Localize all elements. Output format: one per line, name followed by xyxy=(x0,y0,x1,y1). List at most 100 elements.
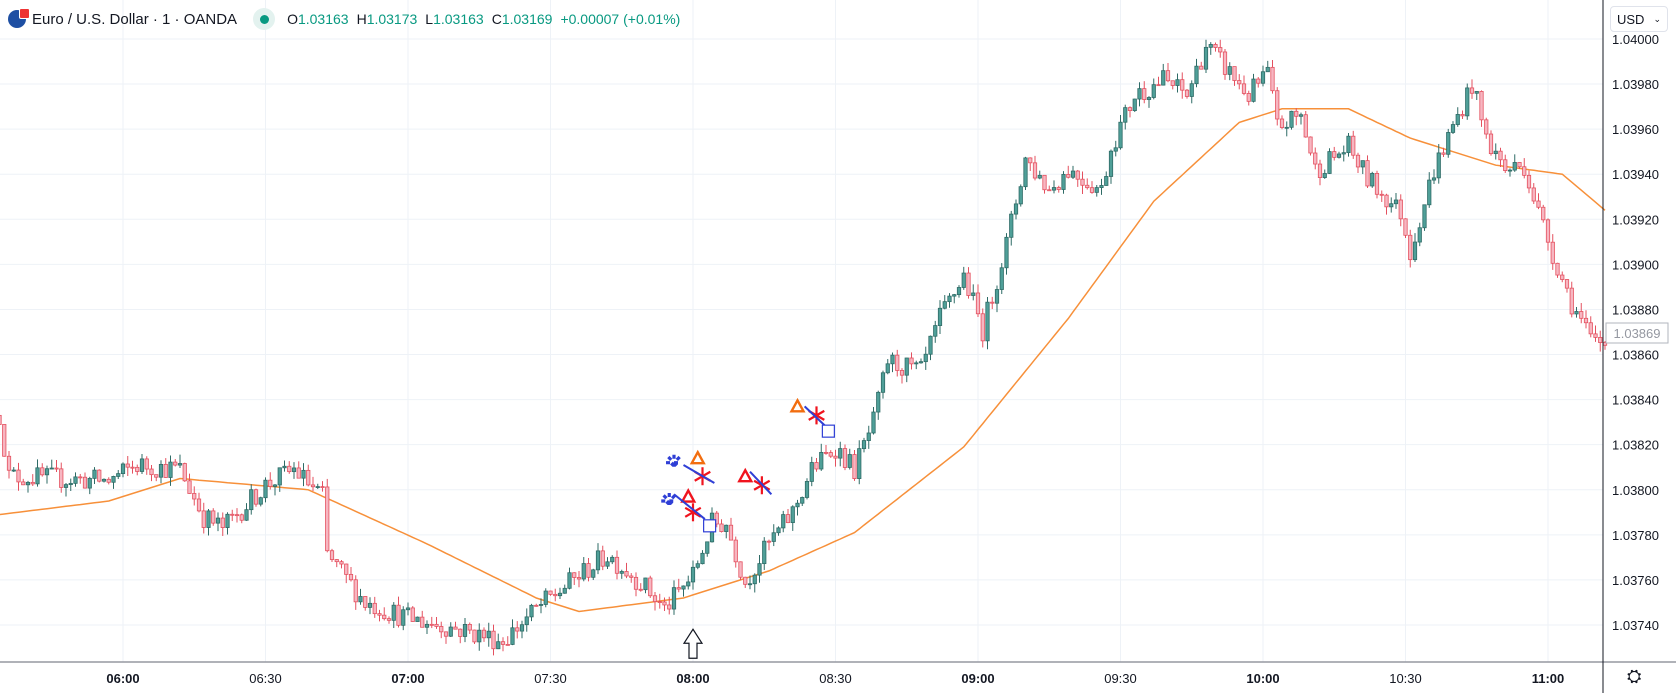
candle-body xyxy=(1417,227,1422,243)
candle-body xyxy=(1270,66,1275,92)
blue-signal-line xyxy=(682,464,715,484)
candle-body xyxy=(695,563,700,568)
candle-body xyxy=(804,481,810,498)
candle-body xyxy=(1531,187,1536,202)
candle xyxy=(614,550,620,580)
currency-select[interactable]: USD ⌄ xyxy=(1610,6,1668,32)
candle-body xyxy=(505,644,510,646)
moving-average-line xyxy=(0,108,1606,613)
candle xyxy=(1332,146,1337,161)
candle-body xyxy=(629,575,634,578)
candle-body xyxy=(553,593,558,597)
candle xyxy=(1522,158,1527,179)
candle xyxy=(876,390,881,420)
candle-body xyxy=(1146,97,1152,100)
candle-body xyxy=(1175,79,1180,86)
candle-body xyxy=(904,357,909,376)
symbol-title[interactable]: Euro / U.S. Dollar · 1 · OANDA xyxy=(32,10,238,28)
candle xyxy=(1465,83,1470,120)
candle-body xyxy=(1199,65,1204,70)
candle-body xyxy=(1308,136,1313,154)
candle xyxy=(738,561,743,581)
candle xyxy=(847,448,852,470)
chart-settings-icon[interactable]: ⛭ xyxy=(1627,666,1642,686)
candle-body xyxy=(1370,172,1375,187)
candle-body xyxy=(491,630,496,650)
price-tick-label: 1.03760 xyxy=(1612,573,1659,588)
candle xyxy=(1479,90,1484,127)
candle xyxy=(600,545,605,571)
candle xyxy=(985,296,990,350)
candle xyxy=(496,633,501,650)
candle xyxy=(363,596,368,611)
candle-body xyxy=(776,527,781,534)
candle-body xyxy=(272,484,278,487)
candle-body xyxy=(1180,79,1185,91)
candle xyxy=(135,464,140,476)
candle xyxy=(838,441,843,467)
moving-average xyxy=(0,108,1606,613)
candle-body xyxy=(434,623,439,627)
candle xyxy=(173,459,178,467)
candle xyxy=(994,285,1000,313)
candle-body xyxy=(111,476,116,483)
candle xyxy=(1365,155,1370,188)
candle-body xyxy=(534,604,539,607)
price-axis: 1.04000 1.03980 1.03960 1.03940 1.03920 1.039… xyxy=(1612,32,1659,633)
candle xyxy=(82,472,88,489)
candle-body xyxy=(1294,110,1299,117)
candle xyxy=(676,578,681,593)
candle-body xyxy=(1170,80,1175,86)
candle-body xyxy=(92,469,97,479)
candle-body xyxy=(348,573,354,581)
candle-body xyxy=(538,604,544,606)
candle-body xyxy=(980,313,985,342)
candle xyxy=(762,537,767,570)
candle xyxy=(163,458,168,478)
candle-body xyxy=(1132,98,1137,111)
candle-body xyxy=(790,506,795,524)
candle xyxy=(40,463,45,477)
candle-body xyxy=(1075,170,1080,180)
candle-body xyxy=(177,463,183,466)
candle xyxy=(1583,310,1589,329)
candle xyxy=(980,308,985,348)
candle-body xyxy=(1047,189,1052,192)
time-tick-label: 08:30 xyxy=(819,671,852,686)
candle xyxy=(106,477,111,485)
candle-body xyxy=(448,626,453,637)
candle-body xyxy=(44,468,50,476)
candle-body xyxy=(719,523,724,532)
candle-body xyxy=(947,295,952,303)
candle xyxy=(1346,132,1351,157)
candle xyxy=(154,474,159,482)
candle xyxy=(619,569,624,579)
candle xyxy=(1564,279,1570,293)
candle xyxy=(928,335,933,361)
candle xyxy=(923,346,928,370)
candle-body xyxy=(638,588,643,591)
candle xyxy=(1398,194,1403,227)
candle xyxy=(885,359,890,375)
candle xyxy=(681,585,686,597)
price-tick-label: 1.03820 xyxy=(1612,438,1659,453)
candle xyxy=(1132,98,1137,113)
candle-body xyxy=(515,627,520,632)
candle xyxy=(633,572,639,597)
candle-body xyxy=(1512,162,1517,171)
candle-body xyxy=(496,641,501,650)
candle-body xyxy=(258,497,263,505)
candle xyxy=(1455,107,1460,127)
candle-body xyxy=(586,563,591,578)
candle-body xyxy=(1422,204,1427,229)
candle xyxy=(1037,170,1042,180)
candle xyxy=(1560,271,1565,283)
candle-body xyxy=(1227,66,1232,75)
candle-body xyxy=(1412,241,1418,261)
candle xyxy=(21,478,26,486)
price-tick-label: 1.04000 xyxy=(1612,32,1659,47)
candle xyxy=(49,459,54,470)
candle xyxy=(87,476,92,495)
candle xyxy=(1004,233,1009,275)
